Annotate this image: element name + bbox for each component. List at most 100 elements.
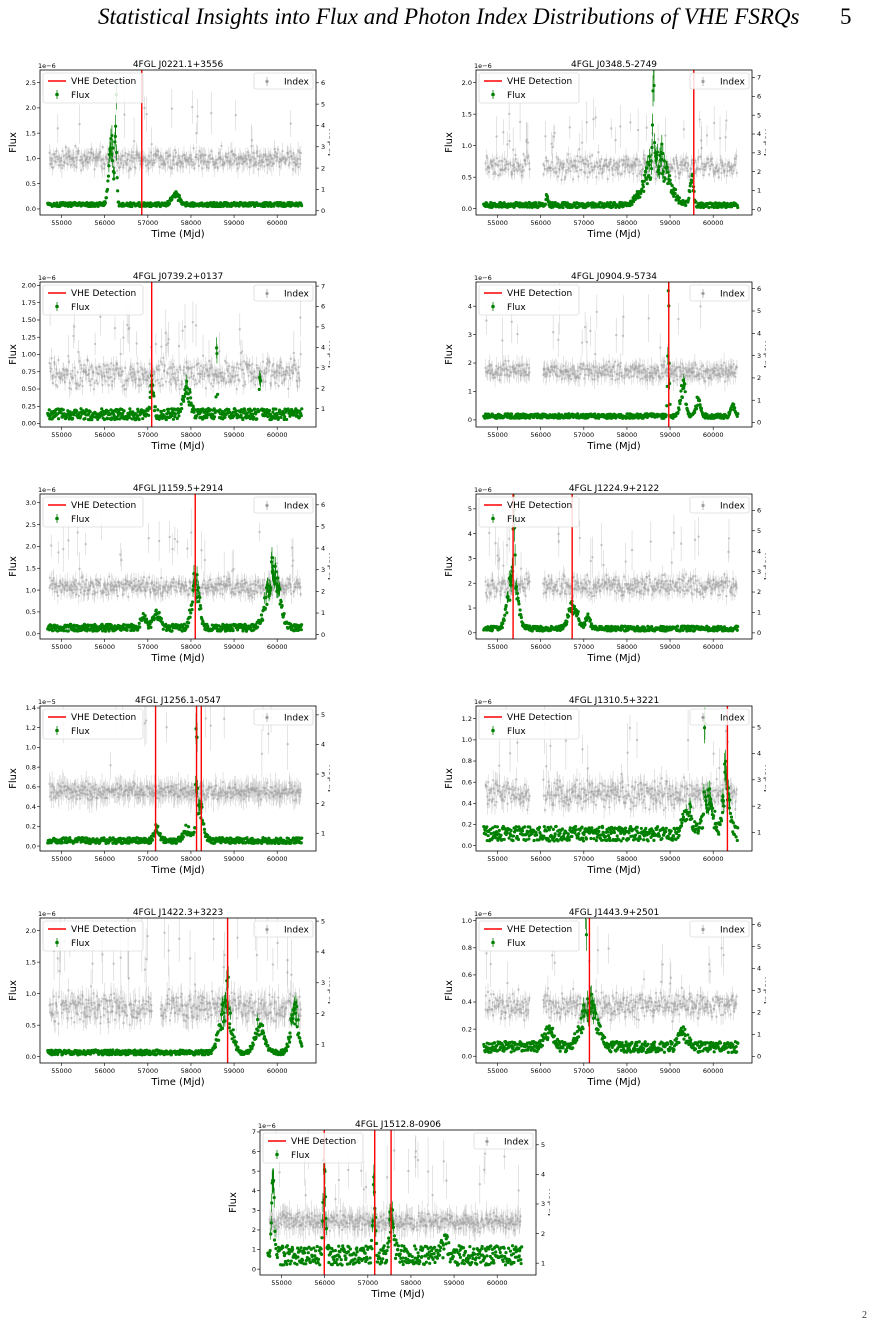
index-point bbox=[235, 387, 238, 391]
flux-point bbox=[215, 392, 220, 396]
x-tick-label: 58000 bbox=[181, 219, 202, 227]
y2-tick-label: 3 bbox=[321, 143, 325, 151]
index-point bbox=[673, 162, 676, 165]
flux-point bbox=[106, 174, 111, 178]
index-point bbox=[278, 366, 281, 369]
flux-point bbox=[104, 196, 108, 200]
index-point bbox=[263, 369, 266, 373]
index-point bbox=[702, 173, 705, 177]
y2-tick-label: 1 bbox=[757, 187, 761, 195]
index-point bbox=[257, 366, 261, 370]
flux-point bbox=[100, 407, 104, 411]
index-point bbox=[630, 166, 634, 169]
flux-point bbox=[657, 171, 661, 175]
index-point bbox=[63, 380, 67, 384]
flux-series bbox=[482, 70, 740, 210]
flux-point bbox=[188, 387, 192, 392]
index-point bbox=[519, 374, 523, 377]
index-point bbox=[293, 359, 296, 362]
index-point bbox=[241, 368, 244, 372]
index-point bbox=[267, 369, 271, 372]
index-point bbox=[106, 364, 109, 367]
axes-frame bbox=[475, 69, 753, 216]
index-point bbox=[56, 127, 59, 130]
index-point bbox=[543, 367, 546, 370]
index-point bbox=[206, 369, 209, 373]
index-point bbox=[549, 169, 552, 172]
index-point bbox=[516, 332, 519, 336]
index-point bbox=[150, 143, 153, 146]
index-point bbox=[589, 161, 593, 165]
index-point bbox=[197, 164, 201, 168]
index-point bbox=[296, 149, 300, 152]
index-point bbox=[114, 368, 118, 372]
flux-point bbox=[283, 415, 287, 419]
index-point bbox=[137, 153, 141, 156]
index-point bbox=[620, 158, 623, 162]
index-series bbox=[484, 96, 738, 189]
index-point bbox=[682, 158, 685, 161]
x-tick-label: 56000 bbox=[94, 431, 115, 439]
flux-point bbox=[111, 146, 115, 150]
index-point bbox=[563, 178, 566, 181]
index-point bbox=[80, 367, 83, 370]
index-point bbox=[208, 374, 211, 378]
flux-point bbox=[214, 409, 218, 413]
index-point bbox=[703, 168, 706, 172]
index-point bbox=[280, 366, 284, 370]
index-point bbox=[133, 373, 136, 376]
index-point bbox=[119, 162, 123, 165]
index-point bbox=[187, 160, 190, 164]
index-point bbox=[273, 376, 276, 379]
index-point bbox=[259, 164, 262, 167]
index-point bbox=[236, 362, 239, 366]
index-point bbox=[73, 164, 76, 167]
flux-point bbox=[646, 160, 650, 164]
index-point bbox=[59, 376, 63, 379]
index-point bbox=[154, 380, 157, 383]
index-point bbox=[591, 168, 595, 172]
index-point bbox=[299, 162, 302, 165]
index-point bbox=[574, 164, 577, 168]
axes-frame bbox=[39, 69, 317, 216]
index-point bbox=[522, 374, 526, 377]
flux-point bbox=[657, 164, 661, 169]
flux-point bbox=[247, 410, 251, 414]
index-point bbox=[299, 316, 302, 319]
y-tick-label: 0.5 bbox=[462, 173, 472, 181]
index-point bbox=[265, 158, 269, 161]
index-point bbox=[127, 153, 131, 156]
flux-point bbox=[115, 417, 119, 421]
flux-point bbox=[159, 409, 164, 414]
index-point bbox=[617, 165, 621, 168]
index-point bbox=[557, 158, 560, 161]
index-point bbox=[266, 155, 270, 158]
index-point bbox=[126, 158, 129, 161]
index-point bbox=[686, 169, 689, 173]
legend-flux-label: Flux bbox=[71, 91, 90, 101]
index-point bbox=[131, 150, 135, 154]
flux-point bbox=[83, 416, 87, 421]
flux-point bbox=[185, 379, 189, 383]
index-point bbox=[79, 169, 83, 172]
flux-point bbox=[47, 408, 51, 412]
flux-point bbox=[273, 416, 277, 420]
index-point bbox=[252, 151, 255, 155]
flux-point bbox=[112, 171, 116, 175]
index-point bbox=[95, 379, 98, 382]
index-point bbox=[134, 381, 137, 384]
index-point bbox=[556, 162, 559, 165]
flux-series bbox=[46, 337, 304, 422]
flux-point bbox=[234, 409, 238, 413]
index-point bbox=[81, 385, 84, 388]
index-point bbox=[223, 161, 227, 165]
index-point bbox=[503, 373, 506, 377]
index-point bbox=[286, 371, 289, 375]
index-point bbox=[545, 371, 548, 374]
index-point bbox=[715, 166, 718, 169]
index-point bbox=[567, 153, 570, 156]
index-point bbox=[498, 173, 501, 176]
index-point bbox=[243, 160, 247, 163]
index-point bbox=[724, 163, 727, 166]
index-point bbox=[238, 162, 241, 165]
